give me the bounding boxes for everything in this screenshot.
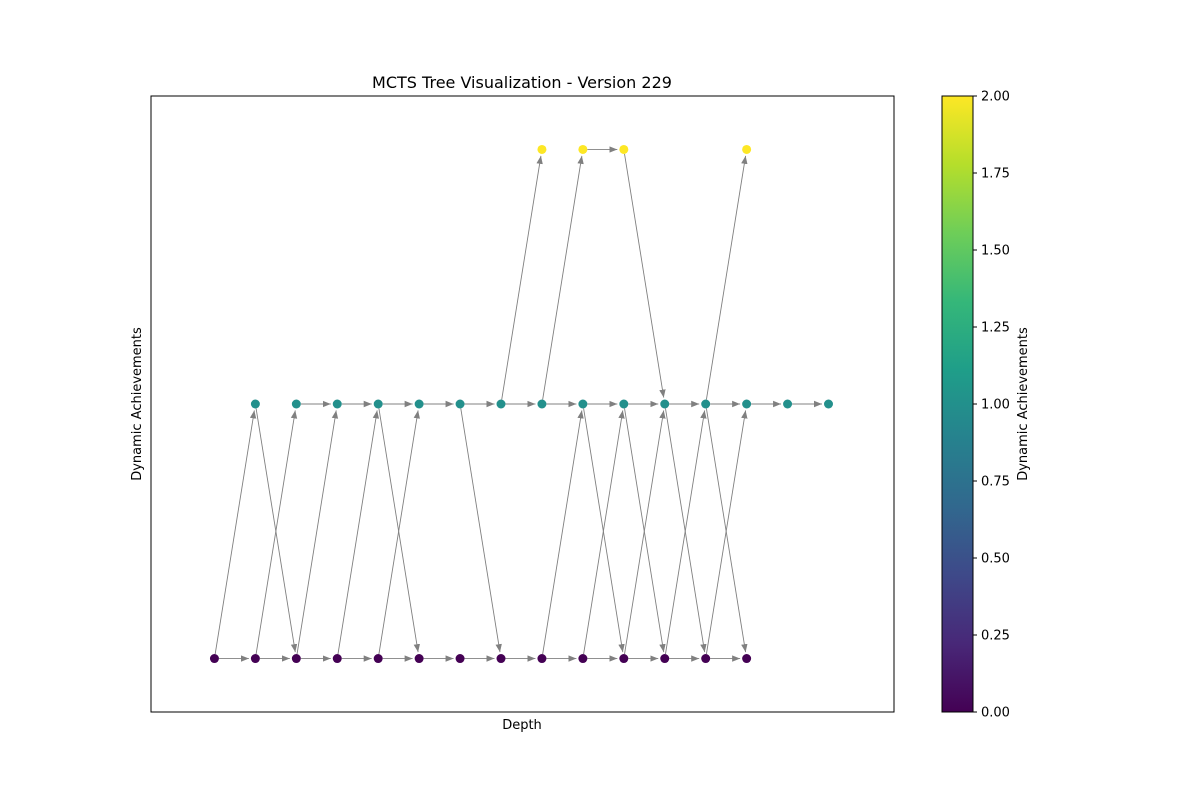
edges-layer	[214, 146, 822, 662]
node-15	[291, 399, 301, 409]
node-23	[619, 399, 629, 409]
node-16	[332, 399, 342, 409]
colorbar-tick-label-0: 0.00	[981, 706, 1010, 721]
colorbar-tick-label-1: 0.25	[981, 629, 1010, 644]
node-17	[373, 399, 383, 409]
edge-37	[255, 408, 298, 653]
node-24	[660, 399, 670, 409]
edge-46	[705, 155, 748, 400]
edge-29	[296, 410, 339, 655]
plot-frame	[150, 95, 895, 713]
node-32	[742, 144, 752, 154]
edge-38	[378, 408, 420, 653]
edge-32	[542, 410, 584, 655]
node-26	[742, 399, 752, 409]
node-14	[250, 399, 260, 409]
node-7	[496, 654, 506, 664]
chart-title: MCTS Tree Visualization - Version 229	[372, 73, 672, 92]
colorbar-gradient	[942, 96, 973, 712]
node-29	[537, 144, 547, 154]
node-13	[742, 654, 752, 664]
edge-42	[665, 408, 707, 653]
node-22	[578, 399, 588, 409]
node-1	[250, 654, 260, 664]
colorbar-tick-label-5: 1.25	[981, 321, 1010, 336]
node-3	[332, 654, 342, 664]
edge-30	[337, 410, 380, 655]
colorbar-tick-label-3: 0.75	[981, 475, 1010, 490]
node-2	[291, 654, 301, 664]
edge-44	[501, 155, 543, 400]
edge-27	[214, 410, 257, 655]
edge-41	[624, 408, 666, 653]
edge-43	[705, 408, 748, 653]
node-9	[578, 654, 588, 664]
node-10	[619, 654, 629, 664]
node-30	[578, 144, 588, 154]
colorbar-ticks: 0.00 0.25 0.50 0.75 1.00 1.25 1.50 1.75 2.00	[973, 90, 1010, 721]
colorbar-label: Dynamic Achievements	[1016, 327, 1031, 481]
node-28	[824, 399, 833, 409]
colorbar-tick-label-7: 1.75	[981, 167, 1010, 182]
edge-45	[542, 155, 584, 400]
edge-39	[460, 408, 502, 653]
colorbar-tick-label-2: 0.50	[981, 552, 1010, 567]
node-19	[455, 399, 465, 409]
y-axis-label: Dynamic Achievements	[130, 327, 145, 481]
node-11	[660, 654, 670, 664]
node-18	[414, 399, 424, 409]
node-5	[414, 654, 424, 664]
node-20	[496, 399, 506, 409]
colorbar: 0.00 0.25 0.50 0.75 1.00 1.25 1.50 1.75 2.00 Dyn…	[941, 90, 1031, 721]
x-axis-label: Depth	[502, 718, 542, 733]
node-21	[537, 399, 547, 409]
edge-40	[583, 408, 625, 653]
colorbar-tick-label-6: 1.50	[981, 244, 1010, 259]
colorbar-tick-label-4: 1.00	[981, 398, 1010, 413]
node-12	[701, 654, 711, 664]
node-25	[701, 399, 711, 409]
node-27	[783, 399, 793, 409]
nodes-layer	[209, 144, 833, 664]
node-6	[455, 654, 465, 664]
node-8	[537, 654, 547, 664]
edge-47	[624, 153, 666, 398]
node-4	[373, 654, 383, 664]
node-31	[619, 144, 629, 154]
colorbar-tick-label-8: 2.00	[981, 90, 1010, 105]
node-0	[209, 654, 219, 664]
